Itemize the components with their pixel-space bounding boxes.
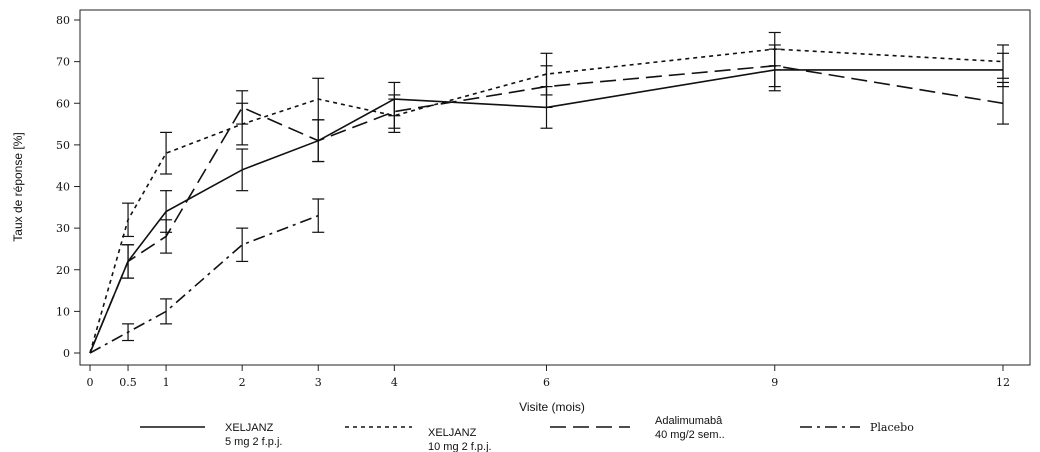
legend-label: 40 mg/2 sem.. <box>655 429 725 441</box>
legend-item: Placebo <box>800 421 914 434</box>
legend-item: XELJANZ 10 mg 2 f.p.j. <box>345 426 492 452</box>
error-bar <box>236 148 249 192</box>
legend-label: 5 mg 2 f.p.j. <box>225 436 282 448</box>
y-axis-title: Taux de réponse [%] <box>11 132 25 241</box>
error-bar <box>312 198 325 233</box>
x-axis-title: Visite (mois) <box>519 400 585 414</box>
error-bar <box>997 81 1009 125</box>
series-group <box>89 31 1009 354</box>
y-tick-label: 30 <box>56 222 70 235</box>
y-tick-label: 10 <box>56 305 70 318</box>
series-group <box>89 198 325 354</box>
error-bar <box>312 119 325 163</box>
error-bar <box>540 65 553 109</box>
error-bar <box>122 202 135 238</box>
error-bar <box>997 44 1009 79</box>
x-tick-label: 2 <box>239 376 246 389</box>
x-tick-label: 9 <box>771 376 778 389</box>
x-tick-label: 4 <box>391 376 398 389</box>
error-bar <box>768 44 781 88</box>
legend-item: Adalimumabâ 40 mg/2 sem.. <box>550 415 725 441</box>
error-bar <box>160 219 173 254</box>
y-tick-label: 40 <box>56 181 70 194</box>
error-bar <box>388 94 401 129</box>
y-tick-label: 60 <box>56 97 70 110</box>
legend-label: Adalimumabâ <box>655 415 723 427</box>
y-tick-label: 50 <box>56 139 70 152</box>
x-tick-label: 12 <box>996 376 1010 389</box>
error-bar <box>236 90 249 125</box>
legend-label: XELJANZ <box>225 422 274 434</box>
x-tick-label: 0 <box>87 376 94 389</box>
plot-frame <box>79 9 1031 366</box>
error-bar <box>312 77 325 121</box>
error-bar <box>160 131 173 175</box>
x-tick-label: 3 <box>315 376 322 389</box>
y-tick-label: 0 <box>63 347 70 360</box>
x-tick-label: 6 <box>543 376 550 389</box>
error-bar <box>236 227 249 263</box>
legend-label: Placebo <box>870 421 914 434</box>
legend-label: 10 mg 2 f.p.j. <box>428 441 492 452</box>
x-tick-label: 1 <box>163 376 170 389</box>
error-bar <box>122 244 135 279</box>
error-bar <box>160 298 173 325</box>
y-tick-label: 20 <box>56 264 70 277</box>
x-tick-label: 0.5 <box>119 376 137 389</box>
error-bar <box>122 323 135 342</box>
legend: XELJANZ 5 mg 2 f.p.j. XELJANZ 10 mg 2 f.p.j… <box>140 415 914 452</box>
y-axis: 0 10 20 30 40 50 60 70 80 <box>56 14 80 360</box>
series-group <box>89 44 1009 354</box>
y-tick-label: 80 <box>56 14 70 27</box>
legend-item: XELJANZ 5 mg 2 f.p.j. <box>140 422 282 448</box>
y-tick-label: 70 <box>56 56 70 69</box>
legend-label: XELJANZ <box>428 427 477 439</box>
x-axis: 0 0.5 1 2 3 4 6 9 12 <box>87 365 1010 389</box>
series-layer <box>89 31 1009 354</box>
